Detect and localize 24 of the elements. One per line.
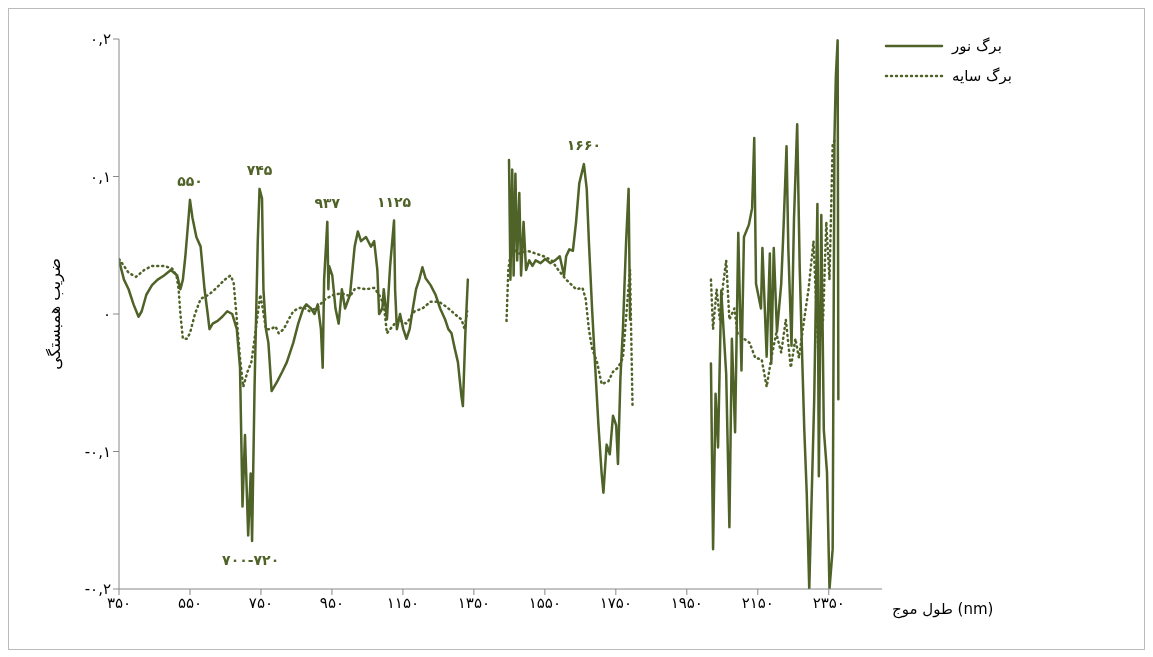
x-tick-label: ۱۳۵۰ <box>457 593 490 612</box>
annotation: ۹۳۷ <box>314 194 341 211</box>
x-tick-label: ۱۷۵۰ <box>599 593 632 612</box>
x-tick-label: ۱۹۵۰ <box>670 593 703 612</box>
y-tick-label: ۰,۲ <box>90 30 111 49</box>
legend-label: برگ سایه <box>952 67 1012 85</box>
x-tick-label: ۱۵۵۰ <box>528 593 561 612</box>
annotation: ۱۱۲۵ <box>376 193 412 210</box>
x-axis-title: طول موج (nm) <box>892 600 994 620</box>
x-tick-label: ۱۱۵۰ <box>386 593 420 612</box>
y-tick-label: -۰,۱ <box>84 442 111 461</box>
annotation: ۷۴۵ <box>246 161 273 178</box>
y-tick-label: ۰ <box>102 305 111 324</box>
x-tick-label: ۵۵۰ <box>177 593 203 612</box>
y-axis-title: ضریب همبستگی <box>44 258 65 370</box>
annotation: ۷۰۰-۷۲۰ <box>222 551 280 568</box>
annotation: ۵۵۰ <box>177 172 203 189</box>
legend-label: برگ نور <box>952 37 1002 55</box>
x-tick-label: ۲۱۵۰ <box>741 593 774 612</box>
x-tick-label: ۷۵۰ <box>248 593 274 612</box>
annotation: ۱۶۶۰ <box>566 137 601 154</box>
y-tick-label: ۰,۱ <box>90 167 111 186</box>
x-tick-label: ۲۳۵۰ <box>812 593 845 612</box>
x-tick-label: ۹۵۰ <box>319 593 345 612</box>
